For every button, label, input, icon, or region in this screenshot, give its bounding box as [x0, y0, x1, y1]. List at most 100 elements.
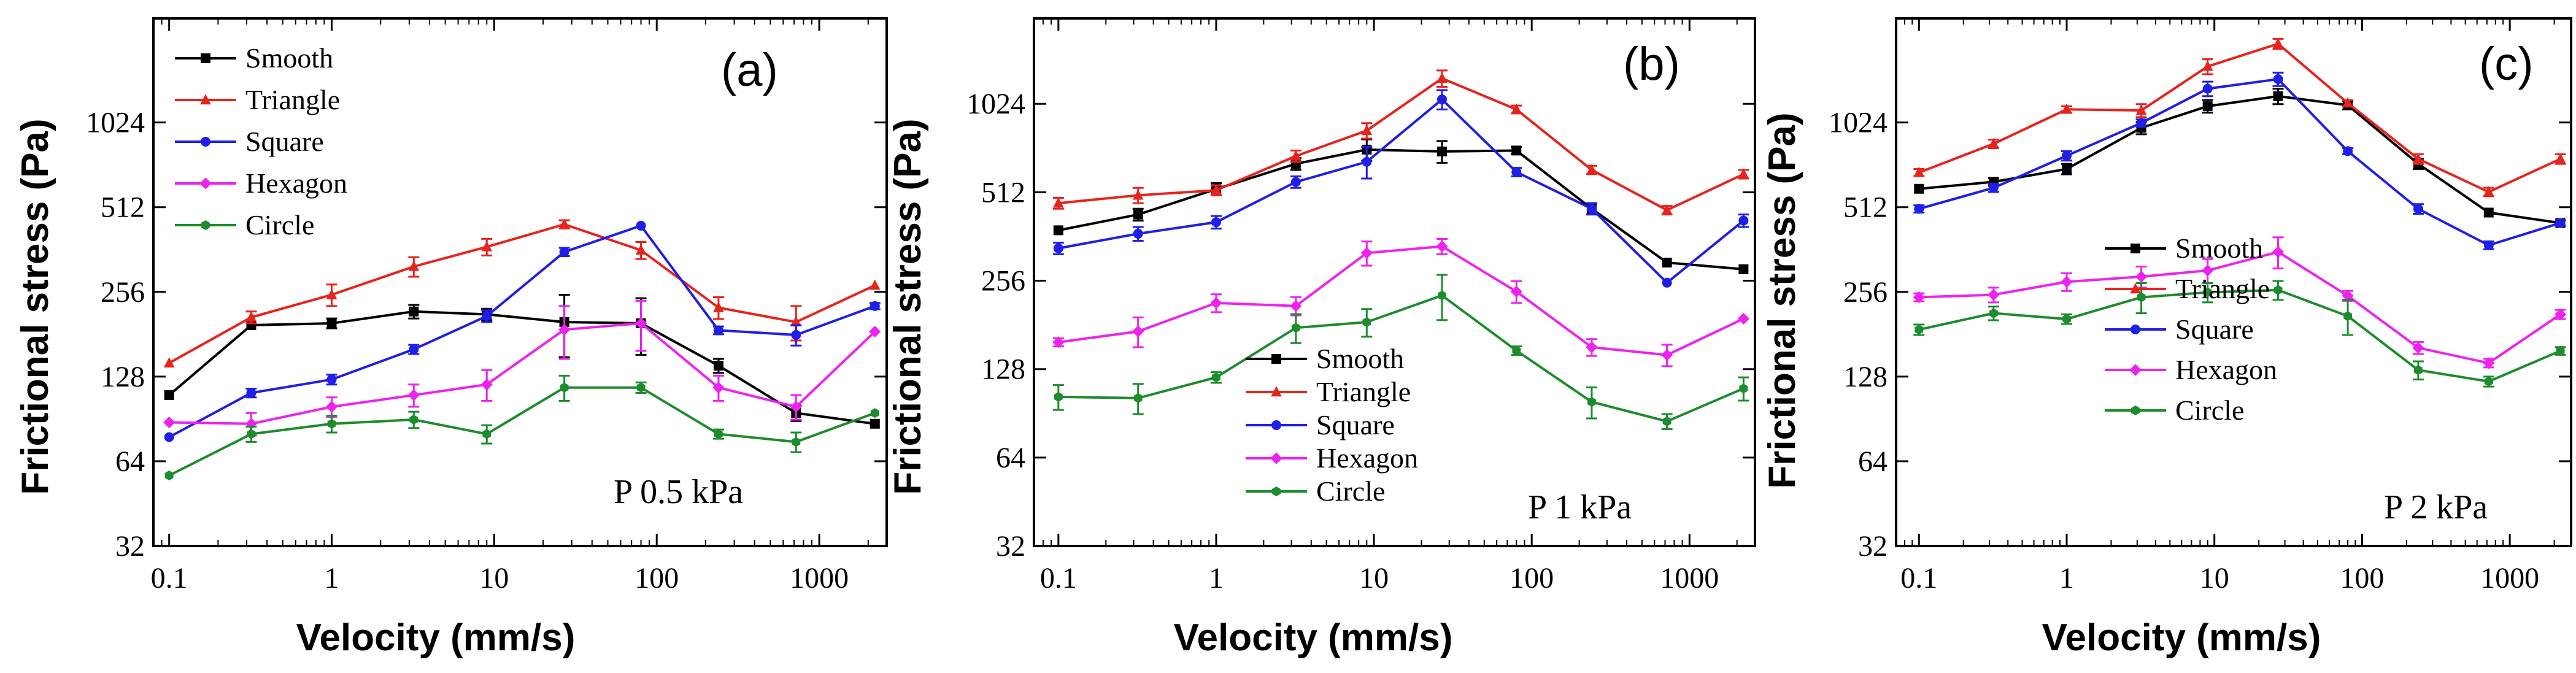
panel-a-plot: 0.1 1 10 100 1000 32 64 128 256 512 1024 Smooth Tria… — [86, 17, 888, 594]
panel-c-y-tick-label: 32 — [1858, 530, 1888, 563]
panel-c-circle-point — [2343, 311, 2353, 321]
panel-c-square-point — [2136, 118, 2146, 128]
panel-b-smooth-point — [1053, 225, 1063, 236]
panel-a-square-point — [164, 432, 174, 442]
panel-b-x-axis-title: Velocity (mm/s) — [1174, 617, 1453, 659]
panel-c-hexagon-point — [1913, 291, 1925, 304]
panel-b-triangle-point — [1436, 72, 1448, 83]
panel-b-triangle-point — [1586, 164, 1597, 175]
panel-a-triangle-point — [869, 279, 881, 290]
panel-a-smooth-point — [713, 361, 723, 371]
panel-a-label: (a) — [721, 44, 778, 96]
panel-a-hexagon-point — [407, 389, 420, 401]
panel-b-square-point — [1511, 167, 1522, 177]
panel-a-circle-point — [870, 408, 879, 418]
panel-c-triangle-line — [1918, 42, 2561, 194]
panel-c-legend-marker-circle — [2131, 406, 2140, 415]
panel-a-y-axis-title: Frictional stress (Pa) — [14, 118, 56, 494]
panel-c-triangle-point — [2202, 60, 2213, 71]
panel-b-triangle-point — [1053, 197, 1064, 208]
panel-c-square-point — [2413, 204, 2423, 214]
panel-a-legend-marker-circle — [201, 220, 210, 230]
panel-a-square-point — [482, 311, 492, 321]
panel-a-y-tick-label: 128 — [101, 361, 145, 393]
panel-b-hexagon-point — [1052, 336, 1065, 348]
panel-b-legend-label-hexagon: Hexagon — [1316, 442, 1418, 474]
panel-b-smooth-point — [1436, 146, 1447, 156]
panel-b-label: (b) — [1623, 38, 1680, 90]
panel-b-circle-point — [1739, 383, 1748, 394]
panel-a-square-point — [246, 388, 256, 398]
panel-b-y-tick-label: 512 — [981, 176, 1025, 209]
panel-a-square-point — [791, 329, 801, 340]
panel-c-square-point — [2061, 150, 2072, 161]
panel-a-y-tick-label: 64 — [115, 445, 145, 478]
panel-b-triangle-point — [1211, 184, 1222, 195]
panel-c-hexagon-line — [1919, 250, 2561, 364]
panel-c-triangle-point — [2555, 153, 2566, 164]
panel-c-series-hexagon — [1913, 236, 2567, 369]
panel-a-triangle-point — [713, 301, 724, 312]
panel-b-y-tick-label: 1024 — [966, 88, 1025, 120]
panel-a-triangle-point — [245, 311, 257, 322]
panel-a-square-point — [409, 344, 419, 355]
panel-b-circle-line — [1058, 294, 1745, 423]
panel-a: 0.1 1 10 100 1000 32 64 128 256 512 1024 Smooth Tria… — [14, 17, 888, 659]
panel-b-triangle-point — [1511, 103, 1522, 114]
panel-c-smooth-point — [2483, 207, 2494, 218]
panel-b-square-point — [1133, 228, 1143, 239]
panel-b-hexagon-point — [1737, 312, 1749, 325]
panel-b-smooth-line — [1058, 148, 1744, 271]
panel-c: 0.1 1 10 100 1000 32 64 128 256 512 1024 Smooth Tria… — [1761, 17, 2572, 659]
panel-a-square-line — [168, 224, 876, 439]
panel-c-square-point — [2343, 146, 2353, 156]
panel-a-triangle-point — [481, 240, 493, 252]
panel-c-pressure-annotation: P 2 kPa — [2384, 488, 2488, 526]
panel-b-legend-marker-triangle — [1271, 386, 1282, 397]
panel-a-legend-label-hexagon: Hexagon — [245, 167, 347, 199]
panel-b-x-tick-label: 1 — [1209, 562, 1224, 594]
panel-c-triangle-point — [1913, 166, 1925, 177]
panel-b-x-tick-label: 100 — [1510, 562, 1554, 594]
panel-c-circle-line — [1918, 288, 2561, 383]
panel-b-circle-point — [1587, 397, 1596, 407]
panel-b-square-point — [1738, 215, 1749, 226]
panel-b-y-tick-label: 32 — [996, 530, 1025, 563]
panel-c-square-point — [2202, 83, 2213, 94]
panel-c-series-triangle — [1913, 37, 2566, 198]
panel-c-hexagon-point — [1988, 288, 2000, 301]
panel-c-smooth-point — [2273, 91, 2283, 101]
panel-c-circle-point — [2556, 345, 2565, 356]
panel-a-hexagon-point — [163, 416, 175, 429]
panel-a-smooth-point — [326, 318, 337, 328]
panel-c-circle-point — [2413, 365, 2423, 375]
panel-c-x-axis-title: Velocity (mm/s) — [2042, 617, 2321, 659]
panel-a-hexagon-point — [869, 325, 881, 338]
panel-c-hexagon-point — [2554, 308, 2567, 321]
panel-a-circle-point — [482, 429, 492, 439]
panel-b-square-point — [1662, 277, 1672, 288]
panel-b-series-circle — [1052, 274, 1749, 430]
panel-a-triangle-point — [408, 260, 420, 271]
panel-b-circle-point — [1291, 323, 1300, 333]
panel-c-triangle-point — [2272, 37, 2284, 48]
panel-b: 0.1 1 10 100 1000 32 64 128 256 512 1024 SmoothTria… — [887, 17, 1756, 659]
panel-a-series-square — [164, 220, 881, 442]
panel-a-x-tick-label: 100 — [634, 562, 679, 594]
panel-b-legend-label-square: Square — [1316, 409, 1395, 440]
panel-c-circle-point — [2137, 292, 2146, 302]
panel-a-legend-marker-square — [201, 137, 210, 147]
panel-c-square-point — [2555, 218, 2566, 228]
panel-c-plot: 0.1 1 10 100 1000 32 64 128 256 512 1024 Smooth Tria… — [1829, 17, 2572, 594]
panel-b-circle-point — [1438, 290, 1446, 301]
panel-c-triangle-point — [2413, 153, 2424, 164]
panel-a-circle-point — [792, 437, 801, 447]
panel-b-square-point — [1211, 217, 1221, 228]
panel-a-x-tick-label: 0.1 — [151, 562, 188, 594]
panel-a-x-tick-label: 1000 — [790, 562, 849, 594]
panel-b-circle-point — [1362, 317, 1371, 328]
panel-b-legend-label-triangle: Triangle — [1316, 376, 1411, 407]
panel-c-series-square — [1913, 71, 2566, 250]
